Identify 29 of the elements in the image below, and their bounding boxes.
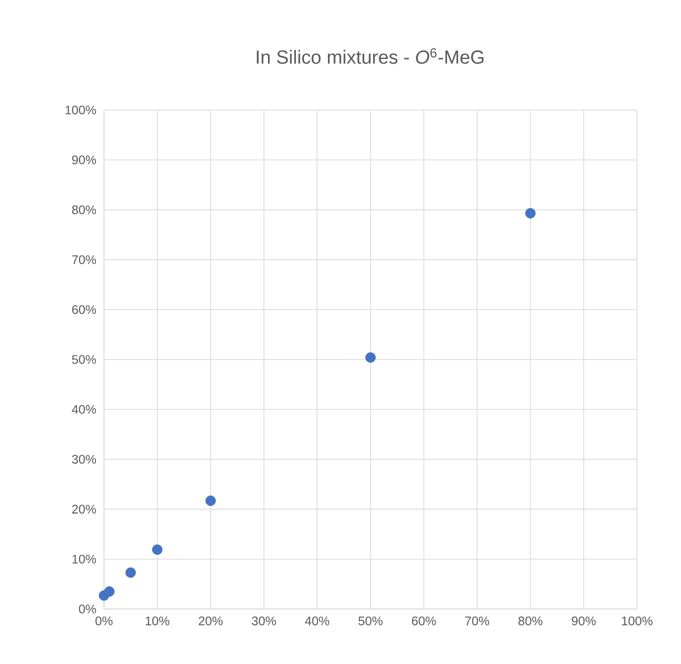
point: [152, 544, 162, 555]
point: [525, 208, 536, 218]
x-tick-label: 50%: [358, 616, 383, 626]
y-tick-label: 100%: [66, 106, 96, 114]
x-tick-label: 100%: [622, 616, 652, 626]
y-tick-label: 30%: [72, 454, 96, 464]
x-tick-label: 90%: [572, 616, 596, 626]
point: [125, 567, 136, 578]
y-tick-label: 20%: [72, 504, 96, 514]
y-tick-label: 40%: [72, 404, 96, 414]
y-tick-label: 70%: [72, 255, 96, 264]
x-tick-label: 40%: [305, 616, 330, 626]
x-tick-label: 30%: [252, 616, 276, 626]
x-tick-label: 60%: [412, 616, 436, 626]
x-tick-label: 0%: [95, 616, 113, 626]
x-tick-label: 70%: [465, 616, 490, 626]
point: [104, 586, 115, 597]
x-tick-label: 10%: [146, 616, 170, 626]
y-tick-label: 10%: [72, 554, 96, 564]
y-tick-label: 80%: [72, 205, 96, 214]
x-tick-label: 20%: [198, 616, 223, 626]
y-tick-label: 0%: [78, 604, 96, 614]
chart-title: In Silico mixtures - O$^{6}$-MeG: [256, 48, 484, 64]
y-tick-label: 60%: [72, 305, 96, 314]
point: [365, 352, 376, 363]
x-tick-label: 80%: [518, 616, 542, 626]
y-tick-label: 50%: [72, 355, 96, 364]
point: [205, 496, 216, 506]
y-tick-label: 90%: [72, 155, 96, 164]
